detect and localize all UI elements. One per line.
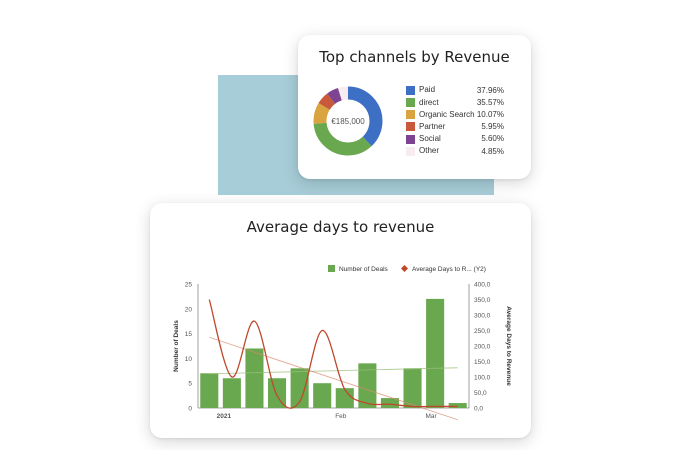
y-tick-label: 10 [185, 356, 193, 363]
revenue-donut-chart: €185,000 [313, 86, 383, 156]
deal-bar [426, 298, 445, 408]
legend-swatch [406, 146, 415, 156]
x-tick-label: Mar [426, 413, 438, 420]
donut-slice-direct [313, 86, 383, 156]
deal-bar [245, 348, 264, 408]
y-tick-label: 5 [188, 381, 192, 388]
y2-tick-label: 250,0 [474, 328, 491, 335]
deal-bar [200, 373, 219, 408]
legend-label: Other [419, 146, 440, 156]
legend-label: direct [419, 97, 439, 107]
legend-row: Organic Search 10.07% [406, 108, 504, 120]
legend-value: 35.57% [476, 97, 504, 107]
y2-axis-title: Average Days to Revenue [505, 306, 512, 386]
legend-label: Paid [419, 85, 436, 95]
legend-label: Partner [419, 121, 446, 131]
deal-bar [380, 398, 399, 408]
deal-bar [358, 363, 377, 408]
legend-value: 10.07% [476, 109, 504, 119]
top-channels-card: Top channels by Revenue €185,000 Paid 37.… [298, 35, 531, 179]
legend-swatch [406, 122, 415, 132]
legend-row: Social 5.60% [406, 133, 504, 145]
y2-tick-label: 400,0 [474, 282, 491, 289]
legend-row: direct 35.57% [406, 96, 504, 108]
deal-bar [290, 368, 309, 408]
deal-bar [448, 403, 467, 408]
donut-slice-other [313, 86, 383, 156]
channels-legend: Paid 37.96% direct 35.57% Organic Search 10.0… [406, 84, 504, 157]
y2-tick-label: 300,0 [474, 313, 491, 320]
deal-bar [335, 388, 354, 408]
legend-line-label: Average Days to R... (Y2) [412, 266, 486, 273]
y-tick-label: 0 [188, 406, 192, 413]
donut-slice-organic-search [313, 86, 383, 156]
legend-row: Partner 5.95% [406, 121, 504, 133]
donut-center-label: €185,000 [331, 117, 365, 126]
average-days-line [208, 299, 458, 409]
legend-value: 37.96% [476, 85, 504, 95]
y-tick-label: 20 [185, 306, 193, 313]
deal-bar [268, 378, 287, 408]
legend-row: Other 4.85% [406, 145, 504, 157]
channels-title: Top channels by Revenue [319, 48, 510, 66]
deals-trendline [209, 367, 458, 375]
x-tick-label: 2021 [217, 413, 232, 420]
legend-row: Paid 37.96% [406, 84, 504, 96]
legend-value: 5.60% [481, 134, 504, 144]
legend-swatch [406, 110, 415, 120]
legend-label: Social [419, 134, 441, 144]
deals-title: Average days to revenue [246, 218, 435, 236]
y-axis-title: Number of Deals [173, 320, 180, 372]
legend-bar-label: Number of Deals [339, 266, 389, 273]
legend-line-marker [401, 265, 408, 272]
y2-tick-label: 0,0 [474, 406, 483, 413]
legend-bar-swatch [328, 265, 335, 272]
y2-tick-label: 350,0 [474, 297, 491, 304]
legend-swatch [406, 85, 415, 95]
legend-swatch [406, 97, 415, 107]
x-tick-label: Feb [335, 413, 347, 420]
deals-combo-chart: 05101520250,050,0100,0150,0200,0250,0300… [173, 265, 512, 421]
legend-swatch [406, 134, 415, 144]
deal-bar [403, 368, 422, 408]
legend-label: Organic Search [419, 109, 475, 119]
y-tick-label: 15 [185, 331, 193, 338]
average-days-card: Average days to revenue 0 5 10 15 20 25 0,0 50,… [150, 203, 531, 438]
deal-bar [222, 378, 241, 408]
deal-bar [313, 383, 332, 408]
y2-tick-label: 150,0 [474, 359, 491, 366]
y-tick-label: 25 [185, 282, 193, 289]
y2-tick-label: 50,0 [474, 390, 487, 397]
y2-tick-label: 100,0 [474, 375, 491, 382]
legend-value: 5.95% [481, 122, 504, 132]
y2-tick-label: 200,0 [474, 344, 491, 351]
legend-value: 4.85% [481, 146, 504, 156]
